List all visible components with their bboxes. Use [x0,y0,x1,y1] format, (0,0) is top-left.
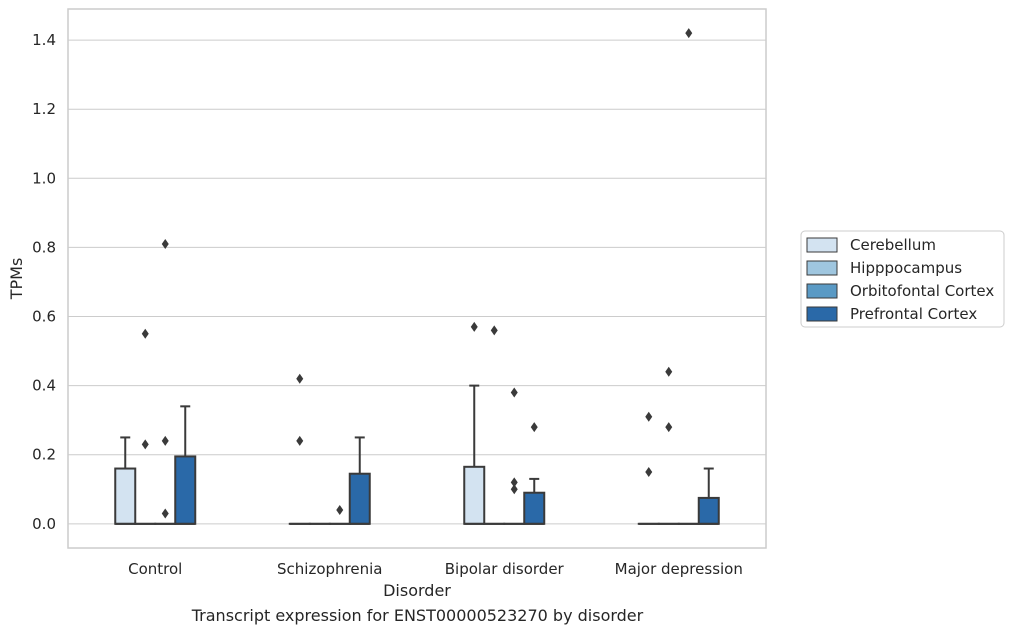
legend-swatch [806,306,838,322]
outlier-point [665,366,673,377]
outlier-point [510,387,518,398]
outlier-point [530,422,538,433]
outlier-point [510,484,518,495]
outlier-point [296,435,304,446]
x-tick-label: Bipolar disorder [445,560,565,578]
box [697,496,720,525]
outlier-point [645,411,653,422]
legend-label: Orbitofontal Cortex [850,282,994,300]
outlier-point [685,28,693,39]
legend-swatch [806,283,838,299]
outlier-point [336,504,344,515]
x-tick-label: Major depression [615,560,743,578]
box [348,472,371,525]
outlier-point [665,422,673,433]
legend-label: Cerebellum [850,236,936,254]
y-tick-label: 0.0 [32,515,56,533]
legend-label: Prefrontal Cortex [850,305,977,323]
y-tick-label: 1.2 [32,100,56,118]
plot-area [68,9,766,548]
outlier-point [141,328,149,339]
y-tick-label: 0.6 [32,308,56,326]
x-tick-label: Control [128,560,182,578]
outlier-point [296,373,304,384]
legend-swatch [806,237,838,253]
outlier-point [645,466,653,477]
y-tick-label: 1.4 [32,31,56,49]
y-tick-label: 0.4 [32,377,56,395]
box [463,465,486,525]
outlier-point [141,439,149,450]
box-plot-chart: 0.0 0.2 0.4 0.6 0.8 1.0 1.2 1.4 TPMs Disorder Cont… [7,8,1005,600]
figure-caption: Transcript expression for ENST0000052327… [191,606,644,625]
legend-swatch [806,260,838,276]
box [174,455,197,525]
box [114,467,137,525]
x-tick-label: Schizophrenia [277,560,382,578]
y-tick-label: 0.8 [32,238,56,256]
plot-frame [67,8,767,549]
outlier-point [161,508,169,519]
box [523,491,546,525]
outlier-point [510,477,518,488]
x-axis-label: Disorder [383,581,451,600]
outlier-point [490,325,498,336]
y-axis-label: TPMs [7,258,26,301]
outlier-point [161,435,169,446]
outlier-point [161,238,169,249]
legend-box [800,230,1005,328]
y-tick-label: 1.0 [32,169,56,187]
outlier-point [470,321,478,332]
y-tick-label: 0.2 [32,446,56,464]
legend-label: Hipppocampus [850,259,962,277]
